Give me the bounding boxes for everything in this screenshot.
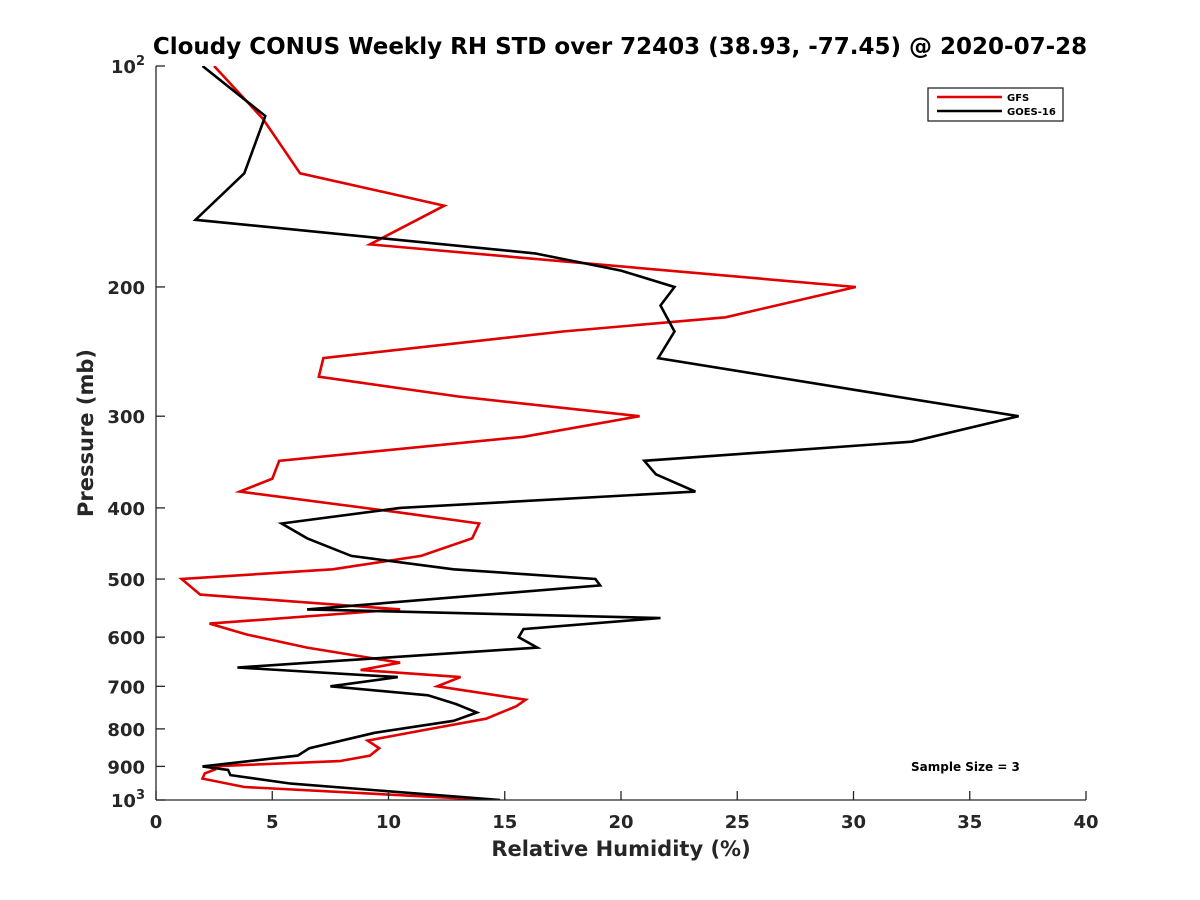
legend-label-gfs: GFS: [1007, 93, 1029, 104]
x-tick-label: 25: [725, 812, 750, 833]
series-line-goes16: [192, 66, 1019, 800]
y-tick-label: 300: [107, 407, 145, 428]
sample-size-annotation: Sample Size = 3: [911, 760, 1020, 774]
x-axis-label: Relative Humidity (%): [491, 837, 750, 861]
legend: GFS GOES-16: [927, 87, 1064, 122]
plot-area: [155, 66, 1086, 801]
x-tick-label: 40: [1073, 812, 1098, 833]
y-tick-label: 103: [111, 788, 145, 812]
y-tick-label: 400: [107, 499, 145, 520]
series-line-gfs: [178, 66, 857, 800]
chart-title: Cloudy CONUS Weekly RH STD over 72403 (3…: [153, 34, 1087, 60]
x-tick-label: 10: [376, 812, 401, 833]
x-tick-label: 20: [608, 812, 633, 833]
legend-box: [927, 87, 1064, 122]
y-tick-label: 200: [107, 278, 145, 299]
x-axis-ticks: 0 5 10 15 20 25 30 35 40: [150, 791, 1099, 833]
y-tick-label: 700: [107, 677, 145, 698]
y-axis-label: Pressure (mb): [74, 349, 98, 517]
y-tick-label: 800: [107, 720, 145, 741]
x-tick-label: 0: [150, 812, 163, 833]
x-tick-label: 35: [957, 812, 982, 833]
y-tick-label: 900: [107, 757, 145, 778]
legend-label-goes16: GOES-16: [1007, 107, 1056, 118]
y-tick-label: 600: [107, 628, 145, 649]
y-tick-label: 500: [107, 570, 145, 591]
x-tick-label: 5: [266, 812, 279, 833]
y-tick-label: 102: [111, 54, 145, 78]
x-tick-label: 15: [492, 812, 517, 833]
y-axis-ticks: 102 200 300 400 500 600 700 800 900 103: [107, 54, 165, 812]
x-tick-label: 30: [841, 812, 866, 833]
